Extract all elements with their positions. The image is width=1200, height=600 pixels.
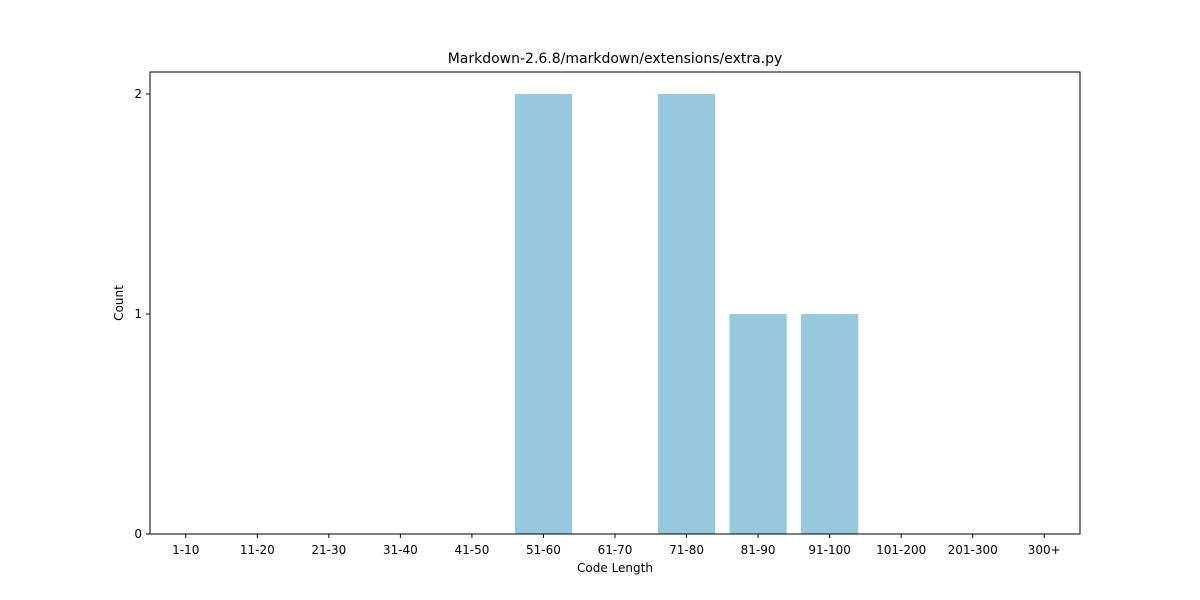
bars-layer [514,94,859,534]
x-tick-label: 11-20 [240,543,275,557]
x-tick-label: 71-80 [669,543,704,557]
bar-51-60 [514,94,573,534]
x-tick-label: 91-100 [808,543,851,557]
bar-71-80 [657,94,716,534]
bar-81-90 [729,314,787,534]
x-tick-label: 201-300 [948,543,998,557]
y-axis-label: Count [112,285,126,321]
x-tick-label: 31-40 [383,543,418,557]
x-axis-label: Code Length [577,561,653,575]
x-tick-label: 101-200 [876,543,926,557]
x-tick-label: 61-70 [598,543,633,557]
x-tick-label: 81-90 [741,543,776,557]
x-tick-label: 300+ [1028,543,1061,557]
x-tick-label: 1-10 [172,543,199,557]
x-tick-label: 41-50 [454,543,489,557]
bar-91-100 [801,314,859,534]
y-tick-label: 1 [134,307,142,321]
x-tick-label: 21-30 [311,543,346,557]
y-tick-label: 2 [134,87,142,101]
chart-title: Markdown-2.6.8/markdown/extensions/extra… [448,51,783,67]
y-tick-label: 0 [134,527,142,541]
y-axis: 0 1 2 [134,87,150,541]
x-tick-label: 51-60 [526,543,561,557]
x-axis: 1-10 11-20 21-30 31-40 41-50 51-60 61-70 71-80 8… [172,534,1061,557]
